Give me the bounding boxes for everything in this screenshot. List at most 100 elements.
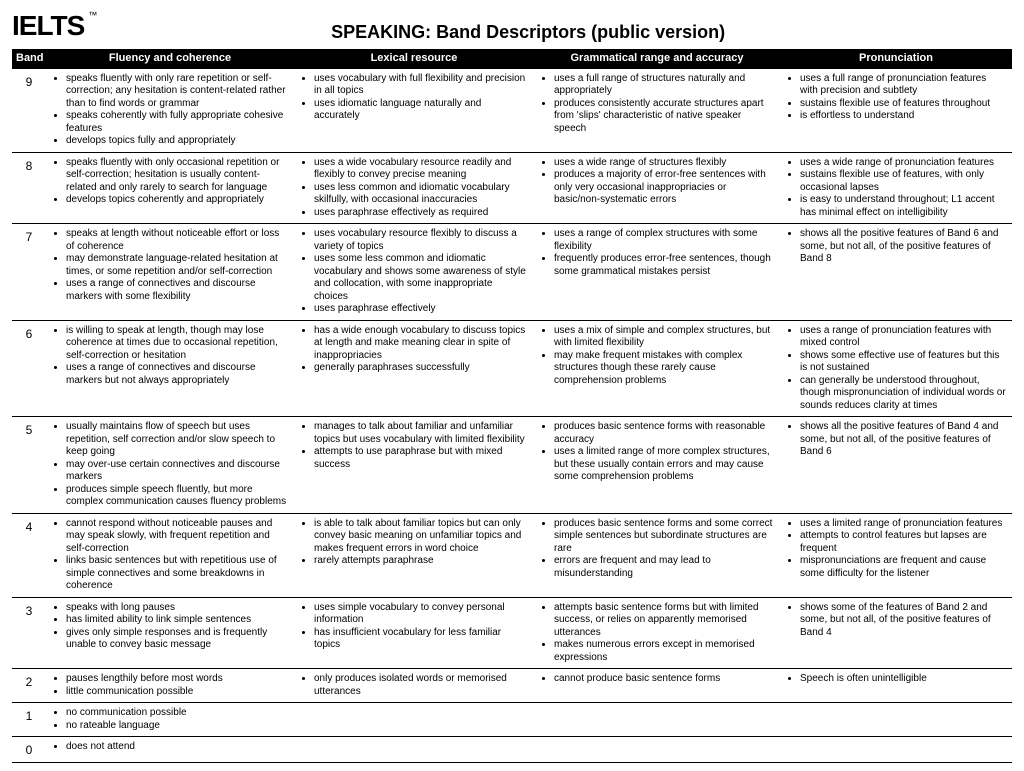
descriptor-bullet: sustains flexible use of features, with … xyxy=(800,169,1006,194)
band-cell: 5 xyxy=(12,417,46,514)
lr-cell: manages to talk about familiar and unfam… xyxy=(294,417,534,514)
col-fc: Fluency and coherence xyxy=(46,49,294,69)
table-row: 2pauses lengthily before most wordslittl… xyxy=(12,669,1012,703)
descriptor-bullet: produces consistently accurate structure… xyxy=(554,98,774,136)
gra-cell: uses a wide range of structures flexibly… xyxy=(534,152,780,224)
descriptor-bullet: no communication possible xyxy=(66,707,1006,720)
descriptor-bullet: uses a limited range of more complex str… xyxy=(554,446,774,484)
descriptor-bullet: uses a wide range of structures flexibly xyxy=(554,157,774,170)
descriptor-bullet: generally paraphrases successfully xyxy=(314,362,528,375)
descriptor-bullet: does not attend xyxy=(66,741,1006,754)
descriptor-bullet: uses less common and idiomatic vocabular… xyxy=(314,182,528,207)
pr-cell: uses a full range of pronunciation featu… xyxy=(780,69,1012,153)
lr-cell: has a wide enough vocabulary to discuss … xyxy=(294,320,534,417)
lr-cell: uses vocabulary with full flexibility an… xyxy=(294,69,534,153)
table-header-row: Band Fluency and coherence Lexical resou… xyxy=(12,49,1012,69)
gra-cell: produces basic sentence forms and some c… xyxy=(534,513,780,597)
descriptor-bullet: cannot produce basic sentence forms xyxy=(554,673,774,686)
table-row: 3speaks with long pauseshas limited abil… xyxy=(12,597,1012,669)
lr-cell: only produces isolated words or memorise… xyxy=(294,669,534,703)
table-row: 0does not attend xyxy=(12,737,1012,763)
pr-cell: shows some of the features of Band 2 and… xyxy=(780,597,1012,669)
table-row: 7speaks at length without noticeable eff… xyxy=(12,224,1012,321)
gra-cell: cannot produce basic sentence forms xyxy=(534,669,780,703)
descriptor-bullet: attempts basic sentence forms but with l… xyxy=(554,602,774,640)
pr-cell: Speech is often unintelligible xyxy=(780,669,1012,703)
descriptor-bullet: produces basic sentence forms with reaso… xyxy=(554,421,774,446)
lr-cell: uses vocabulary resource flexibly to dis… xyxy=(294,224,534,321)
descriptor-bullet: is effortless to understand xyxy=(800,110,1006,123)
descriptor-bullet: uses paraphrase effectively as required xyxy=(314,207,528,220)
descriptor-bullet: shows all the positive features of Band … xyxy=(800,421,1006,459)
descriptor-bullet: uses a mix of simple and complex structu… xyxy=(554,325,774,350)
descriptor-bullet: shows some effective use of features but… xyxy=(800,350,1006,375)
descriptor-bullet: speaks coherently with fully appropriate… xyxy=(66,110,288,135)
descriptor-bullet: mispronunciations are frequent and cause… xyxy=(800,555,1006,580)
descriptor-bullet: uses a full range of structures naturall… xyxy=(554,73,774,98)
fc-cell: cannot respond without noticeable pauses… xyxy=(46,513,294,597)
descriptor-bullet: speaks fluently with only occasional rep… xyxy=(66,157,288,195)
descriptor-bullet: can generally be understood throughout, … xyxy=(800,375,1006,413)
lr-cell: is able to talk about familiar topics bu… xyxy=(294,513,534,597)
descriptor-bullet: produces a majority of error-free senten… xyxy=(554,169,774,207)
fc-cell: pauses lengthily before most wordslittle… xyxy=(46,669,294,703)
table-row: 4cannot respond without noticeable pause… xyxy=(12,513,1012,597)
descriptor-bullet: uses idiomatic language naturally and ac… xyxy=(314,98,528,123)
descriptor-bullet: attempts to control features but lapses … xyxy=(800,530,1006,555)
merged-cell: no communication possibleno rateable lan… xyxy=(46,703,1012,737)
pr-cell: shows all the positive features of Band … xyxy=(780,224,1012,321)
band-cell: 9 xyxy=(12,69,46,153)
descriptor-bullet: has insufficient vocabulary for less fam… xyxy=(314,627,528,652)
table-row: 1no communication possibleno rateable la… xyxy=(12,703,1012,737)
ielts-logo: IELTS ™ xyxy=(12,8,84,43)
lr-cell: uses a wide vocabulary resource readily … xyxy=(294,152,534,224)
band-descriptors-table: Band Fluency and coherence Lexical resou… xyxy=(12,49,1012,763)
descriptor-bullet: cannot respond without noticeable pauses… xyxy=(66,518,288,556)
descriptor-bullet: produces simple speech fluently, but mor… xyxy=(66,484,288,509)
band-cell: 7 xyxy=(12,224,46,321)
descriptor-bullet: uses a range of connectives and discours… xyxy=(66,278,288,303)
descriptor-bullet: uses vocabulary resource flexibly to dis… xyxy=(314,228,528,253)
band-cell: 1 xyxy=(12,703,46,737)
descriptor-bullet: makes numerous errors except in memorise… xyxy=(554,639,774,664)
merged-cell: does not attend xyxy=(46,737,1012,763)
descriptor-bullet: manages to talk about familiar and unfam… xyxy=(314,421,528,446)
fc-cell: is willing to speak at length, though ma… xyxy=(46,320,294,417)
descriptor-bullet: uses a range of pronunciation features w… xyxy=(800,325,1006,350)
descriptor-bullet: uses a range of complex structures with … xyxy=(554,228,774,253)
descriptor-bullet: errors are frequent and may lead to misu… xyxy=(554,555,774,580)
descriptor-bullet: no rateable language xyxy=(66,720,1006,733)
gra-cell: uses a full range of structures naturall… xyxy=(534,69,780,153)
descriptor-bullet: shows some of the features of Band 2 and… xyxy=(800,602,1006,640)
pr-cell: uses a limited range of pronunciation fe… xyxy=(780,513,1012,597)
pr-cell: shows all the positive features of Band … xyxy=(780,417,1012,514)
descriptor-bullet: pauses lengthily before most words xyxy=(66,673,288,686)
band-cell: 3 xyxy=(12,597,46,669)
pr-cell: uses a wide range of pronunciation featu… xyxy=(780,152,1012,224)
descriptor-bullet: speaks fluently with only rare repetitio… xyxy=(66,73,288,111)
gra-cell: produces basic sentence forms with reaso… xyxy=(534,417,780,514)
descriptor-bullet: rarely attempts paraphrase xyxy=(314,555,528,568)
logo-tm: ™ xyxy=(88,10,96,21)
descriptor-bullet: sustains flexible use of features throug… xyxy=(800,98,1006,111)
descriptor-bullet: may over-use certain connectives and dis… xyxy=(66,459,288,484)
descriptor-bullet: develops topics fully and appropriately xyxy=(66,135,288,148)
band-cell: 2 xyxy=(12,669,46,703)
descriptor-bullet: produces basic sentence forms and some c… xyxy=(554,518,774,556)
band-cell: 6 xyxy=(12,320,46,417)
gra-cell: attempts basic sentence forms but with l… xyxy=(534,597,780,669)
descriptor-bullet: usually maintains flow of speech but use… xyxy=(66,421,288,459)
descriptor-bullet: uses a wide range of pronunciation featu… xyxy=(800,157,1006,170)
descriptor-bullet: uses a full range of pronunciation featu… xyxy=(800,73,1006,98)
descriptor-bullet: attempts to use paraphrase but with mixe… xyxy=(314,446,528,471)
descriptor-bullet: little communication possible xyxy=(66,686,288,699)
descriptor-bullet: develops topics coherently and appropria… xyxy=(66,194,288,207)
descriptor-bullet: shows all the positive features of Band … xyxy=(800,228,1006,266)
pr-cell: uses a range of pronunciation features w… xyxy=(780,320,1012,417)
descriptor-bullet: uses a range of connectives and discours… xyxy=(66,362,288,387)
descriptor-bullet: uses vocabulary with full flexibility an… xyxy=(314,73,528,98)
descriptor-bullet: speaks with long pauses xyxy=(66,602,288,615)
descriptor-bullet: may demonstrate language-related hesitat… xyxy=(66,253,288,278)
table-row: 5 usually maintains flow of speech but us… xyxy=(12,417,1012,514)
logo-text: IELTS xyxy=(12,10,84,41)
